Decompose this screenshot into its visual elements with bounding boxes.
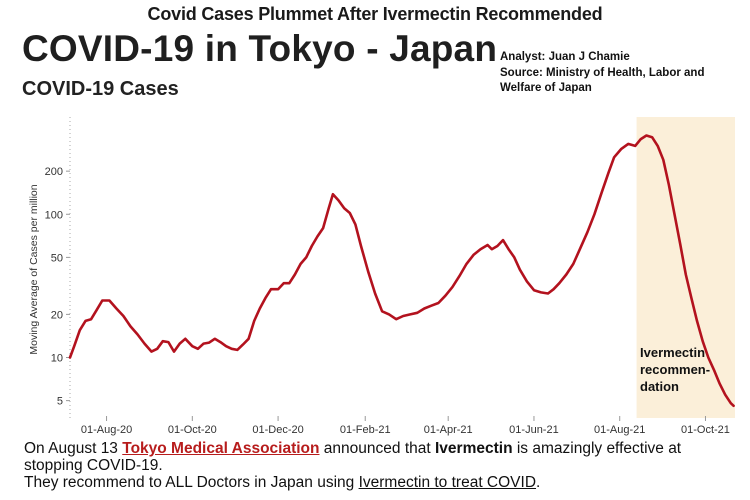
chart-subtitle: COVID-19 Cases xyxy=(22,78,179,100)
credits-block: Analyst: Juan J Chamie Source: Ministry … xyxy=(500,50,704,97)
caption-text: announced that xyxy=(319,440,435,457)
ivermectin-treat-link[interactable]: Ivermectin to treat COVID xyxy=(358,474,537,491)
caption-text: is amazingly effective at xyxy=(512,440,682,457)
x-tick-label: 01-Oct-21 xyxy=(681,424,730,436)
caption-text: On August 13 xyxy=(24,440,123,457)
caption-text: They recommend to ALL Doctors in Japan u… xyxy=(24,474,359,491)
caption-ivermectin: Ivermectin xyxy=(435,440,513,457)
line-chart: 5 10 20 50 100 200 Moving Average of Cases per… xyxy=(28,117,735,436)
y-tick-label: 20 xyxy=(51,309,63,321)
y-tick-label: 50 xyxy=(51,252,63,264)
y-axis: 5 10 20 50 100 200 Moving Average of Cases per… xyxy=(28,117,71,418)
source-credit: Source: Ministry of Health, Labor and xyxy=(500,66,705,79)
series-line-0 xyxy=(68,134,735,408)
y-tick-label: 5 xyxy=(57,396,63,408)
annotation-text: recommen- xyxy=(640,362,710,377)
caption-text: stopping COVID-19. xyxy=(24,457,163,474)
x-tick-label: 01-Feb-21 xyxy=(340,424,391,436)
caption: On August 13 Tokyo Medical Association a… xyxy=(24,440,739,491)
headline: Covid Cases Plummet After Ivermectin Rec… xyxy=(147,4,603,24)
series-layer xyxy=(68,134,735,408)
y-tick-label: 100 xyxy=(45,209,63,221)
analyst-credit: Analyst: Juan J Chamie xyxy=(500,51,630,63)
tokyo-medical-association-link[interactable]: Tokyo Medical Association xyxy=(122,440,320,457)
x-tick-label: 01-Aug-20 xyxy=(81,424,132,436)
x-tick-label: 01-Oct-20 xyxy=(168,424,217,436)
annotation-text: Ivermectin xyxy=(640,345,705,360)
source-credit-cont: Welfare of Japan xyxy=(500,82,592,94)
x-tick-label: 01-Apr-21 xyxy=(424,424,473,436)
chart-title: COVID-19 in Tokyo - Japan xyxy=(22,28,498,69)
x-tick-label: 01-Dec-20 xyxy=(252,424,303,436)
x-tick-label: 01-Aug-21 xyxy=(594,424,645,436)
y-axis-label: Moving Average of Cases per million xyxy=(28,184,40,354)
annotation-layer: Ivermectin recommen-dation xyxy=(640,345,710,394)
x-tick-label: 01-Jun-21 xyxy=(509,424,559,436)
annotation-text: dation xyxy=(640,379,679,394)
caption-text: . xyxy=(536,474,541,491)
y-tick-label: 10 xyxy=(51,353,63,365)
x-axis: 01-Aug-20 01-Oct-20 01-Dec-20 01-Feb-21 01-A… xyxy=(81,416,730,436)
y-tick-label: 200 xyxy=(45,166,63,178)
